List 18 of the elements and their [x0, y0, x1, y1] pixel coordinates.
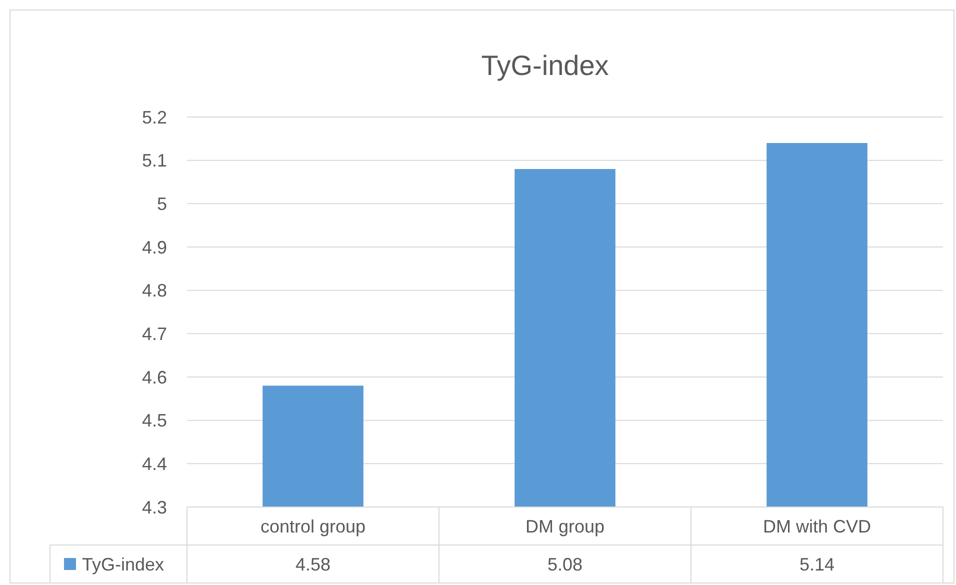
y-tick-label: 4.4 [142, 454, 167, 474]
y-tick-label: 5.2 [142, 107, 167, 128]
x-tick-label: DM group [525, 516, 605, 536]
y-tick-label: 4.3 [142, 497, 167, 518]
y-tick-label: 4.9 [142, 237, 167, 258]
y-tick-label: 5 [156, 194, 167, 214]
y-tick-label: 4.6 [142, 367, 167, 388]
y-tick-label: 4.5 [142, 410, 167, 431]
y-tick-label: 5.1 [142, 150, 167, 171]
y-tick-label: 4.7 [142, 324, 167, 344]
x-tick-label: DM with CVD [762, 516, 872, 536]
data-label: 4.58 [295, 554, 331, 574]
x-tick-label: control group [260, 516, 366, 536]
legend-label: TyG-index [82, 554, 164, 574]
y-tick-label: 4.8 [142, 280, 167, 301]
data-label: 5.14 [799, 554, 835, 574]
chart-title: TyG-index [481, 50, 609, 81]
data-label: 5.08 [547, 554, 583, 574]
